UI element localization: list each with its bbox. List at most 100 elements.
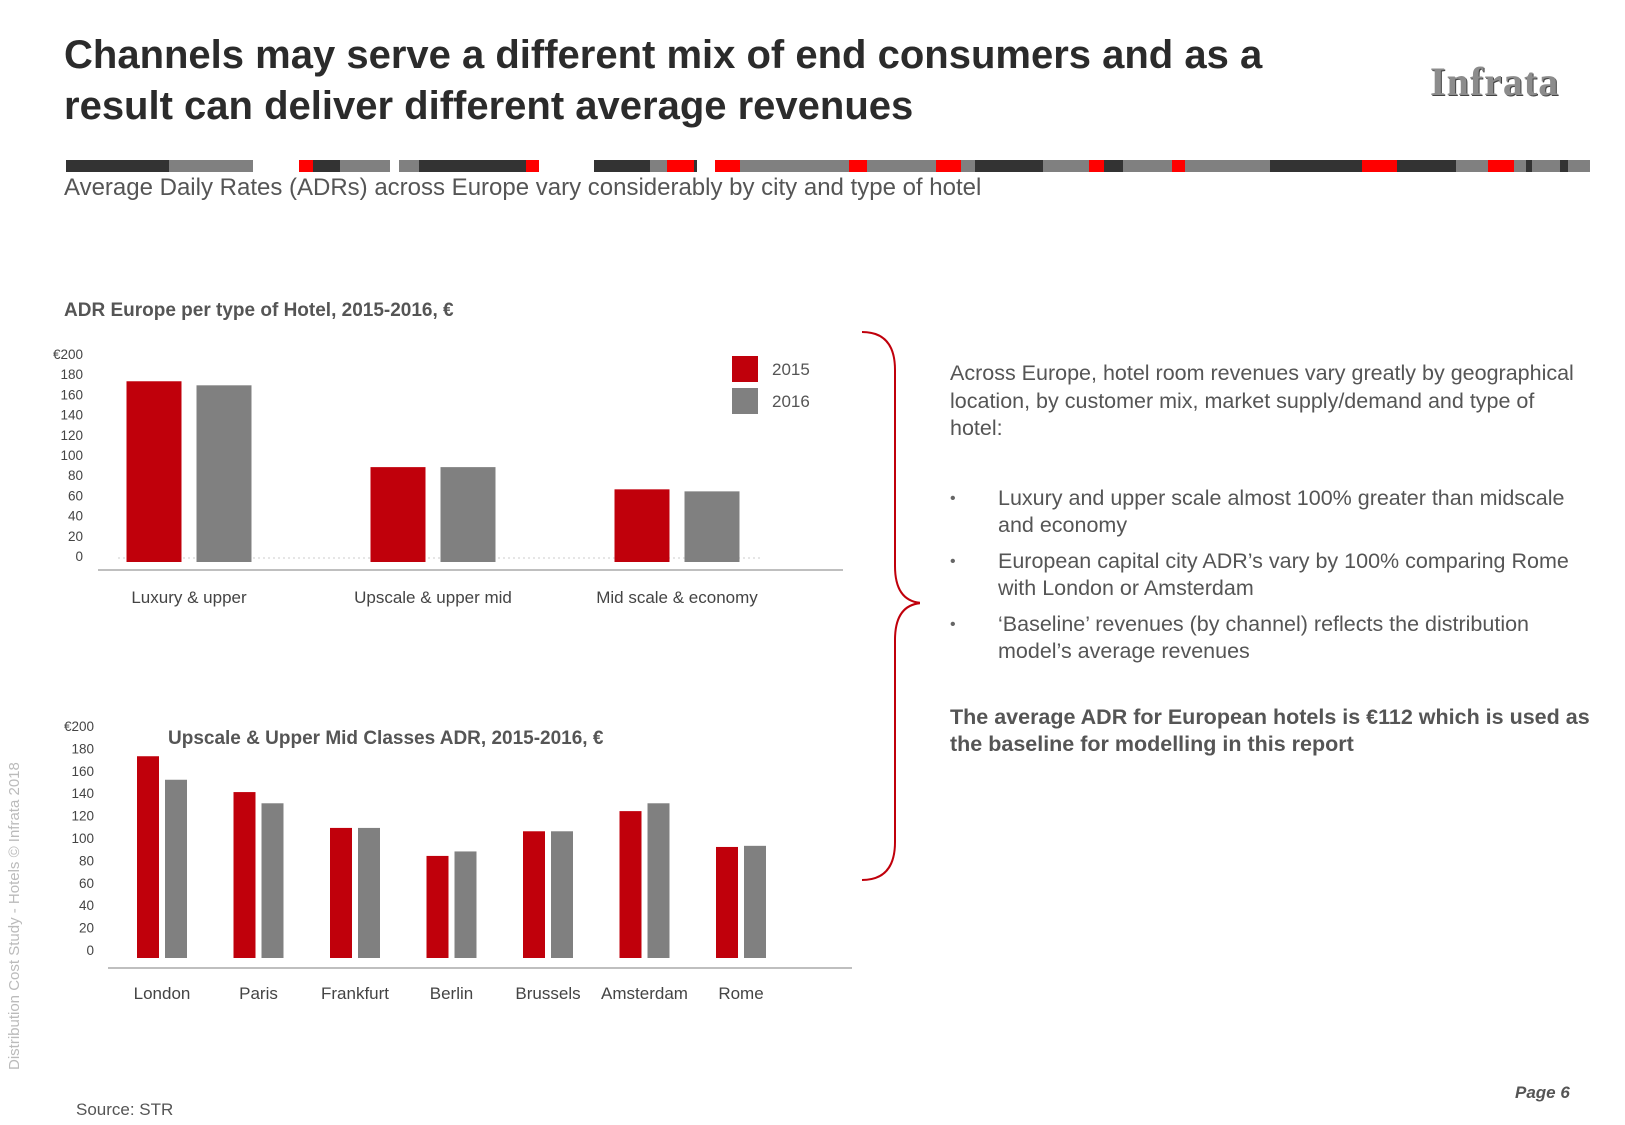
- stripe-segment: [313, 160, 340, 172]
- stripe-segment: [1532, 160, 1560, 172]
- stripe-segment: [169, 160, 253, 172]
- legend-swatch-2015: [732, 356, 758, 382]
- chart1-ad-by-hotel-type: €200 180 160 140 120 100 80 60 40 20 0 Luxury & upp…: [53, 347, 843, 607]
- bullet-icon: •: [950, 489, 956, 507]
- bar-2016: [358, 827, 380, 958]
- page-title: Channels may serve a different mix of en…: [64, 33, 1263, 128]
- bar-2015: [614, 489, 670, 562]
- y-tick-label: 120: [60, 428, 83, 443]
- stripe-segment: [1043, 160, 1089, 172]
- y-tick-label: 100: [60, 448, 83, 463]
- stripe-segment: [740, 160, 849, 172]
- bullet-list: • Luxury and upper scale almost 100% grea…: [950, 485, 1590, 666]
- decorative-stripe: [66, 160, 1590, 172]
- bar-2016: [454, 851, 477, 958]
- y-tick-label: 140: [60, 408, 83, 423]
- x-category-label: Rome: [718, 984, 763, 1003]
- bar-2015: [126, 381, 182, 562]
- stripe-segment: [419, 160, 526, 172]
- bar-2016: [261, 803, 284, 958]
- stripe-segment: [1270, 160, 1362, 172]
- y-tick-label: 180: [60, 367, 83, 382]
- bullet-text: European capital city ADR’s vary by 100%…: [998, 548, 1569, 601]
- stripe-segment: [1089, 160, 1104, 172]
- curly-brace-path: [861, 331, 920, 881]
- stripe-segment: [1488, 160, 1514, 172]
- bullet-icon: •: [950, 552, 956, 570]
- x-category-label: Upscale & upper mid: [354, 588, 512, 607]
- y-tick-label: 120: [71, 809, 94, 824]
- bar-2016: [744, 845, 766, 958]
- stripe-segment: [936, 160, 961, 172]
- stripe-segment: [66, 160, 169, 172]
- bar-2015: [426, 855, 449, 958]
- y-tick-label: 60: [79, 876, 94, 891]
- bar-2016: [165, 779, 187, 958]
- bar-2016: [684, 491, 740, 562]
- curly-brace: [861, 331, 920, 881]
- bar-2015: [370, 467, 426, 562]
- y-tick-label: 0: [75, 549, 83, 564]
- stripe-segment: [1526, 160, 1532, 172]
- stripe-segment: [975, 160, 1043, 172]
- bullet-text: ‘Baseline’ revenues (by channel) reflect…: [998, 611, 1530, 664]
- bar-2016: [647, 803, 670, 958]
- bar-2016: [440, 467, 496, 562]
- y-tick-label: 40: [79, 898, 94, 913]
- legend-label: 2016: [772, 392, 810, 411]
- y-tick-label: €200: [53, 347, 83, 362]
- y-tick-label: 140: [71, 786, 94, 801]
- x-category-label: Amsterdam: [601, 984, 688, 1003]
- bullet-text: Luxury and upper scale almost 100% great…: [998, 485, 1565, 538]
- bar-2016: [196, 385, 252, 562]
- intro-text: Across Europe, hotel room revenues vary …: [950, 361, 1574, 440]
- stripe-segment: [1568, 160, 1590, 172]
- subtitle: Average Daily Rates (ADRs) across Europe…: [64, 174, 982, 201]
- stripe-segment: [1397, 160, 1456, 172]
- bar-2015: [233, 792, 256, 958]
- source-note: Source: STR: [76, 1100, 174, 1119]
- x-category-label: Berlin: [430, 984, 473, 1003]
- stripe-segment: [715, 160, 740, 172]
- bullet-item: • Luxury and upper scale almost 100% grea…: [950, 485, 1590, 540]
- chart2-title: Upscale & Upper Mid Classes ADR, 2015-20…: [168, 728, 604, 749]
- stripe-segment: [299, 160, 313, 172]
- stripe-segment: [1362, 160, 1397, 172]
- y-tick-label: 40: [68, 509, 83, 524]
- stripe-segment: [1185, 160, 1270, 172]
- y-tick-label: 20: [79, 921, 94, 936]
- right-panel: Across Europe, hotel room revenues vary …: [950, 360, 1590, 759]
- x-category-label: Paris: [239, 984, 278, 1003]
- stripe-segment: [399, 160, 419, 172]
- stripe-segment: [849, 160, 867, 172]
- stripe-segment: [526, 160, 539, 172]
- stripe-segment: [694, 160, 697, 172]
- y-tick-label: 80: [68, 468, 83, 483]
- stripe-segment: [650, 160, 667, 172]
- x-category-label: Frankfurt: [321, 984, 389, 1003]
- stripe-segment: [667, 160, 694, 172]
- stripe-segment: [594, 160, 650, 172]
- bullet-item: • ‘Baseline’ revenues (by channel) reflec…: [950, 611, 1590, 666]
- bar-2015: [330, 827, 352, 958]
- page-number: Page 6: [1515, 1083, 1570, 1102]
- legend-swatch-2016: [732, 388, 758, 414]
- bar-2015: [523, 831, 545, 958]
- stripe-segment: [1456, 160, 1488, 172]
- stripe-segment: [1123, 160, 1172, 172]
- bar-2015: [716, 846, 738, 958]
- bar-2015: [619, 811, 642, 958]
- stripe-segment: [1172, 160, 1185, 172]
- bullet-item: • European capital city ADR’s vary by 100…: [950, 548, 1590, 603]
- stripe-segment: [867, 160, 936, 172]
- x-category-label: London: [134, 984, 191, 1003]
- stripe-segment: [961, 160, 975, 172]
- y-tick-label: 60: [68, 488, 83, 503]
- y-tick-label: 20: [68, 529, 83, 544]
- sidebar-copyright: Distribution Cost Study - Hotels © Infra…: [6, 762, 23, 1070]
- y-tick-label: 80: [79, 853, 94, 868]
- infrata-logo: Infrata: [1430, 59, 1560, 104]
- x-category-label: Luxury & upper: [131, 588, 247, 607]
- y-tick-label: €200: [64, 719, 94, 734]
- highlight-text: The average ADR for European hotels is €…: [950, 704, 1590, 757]
